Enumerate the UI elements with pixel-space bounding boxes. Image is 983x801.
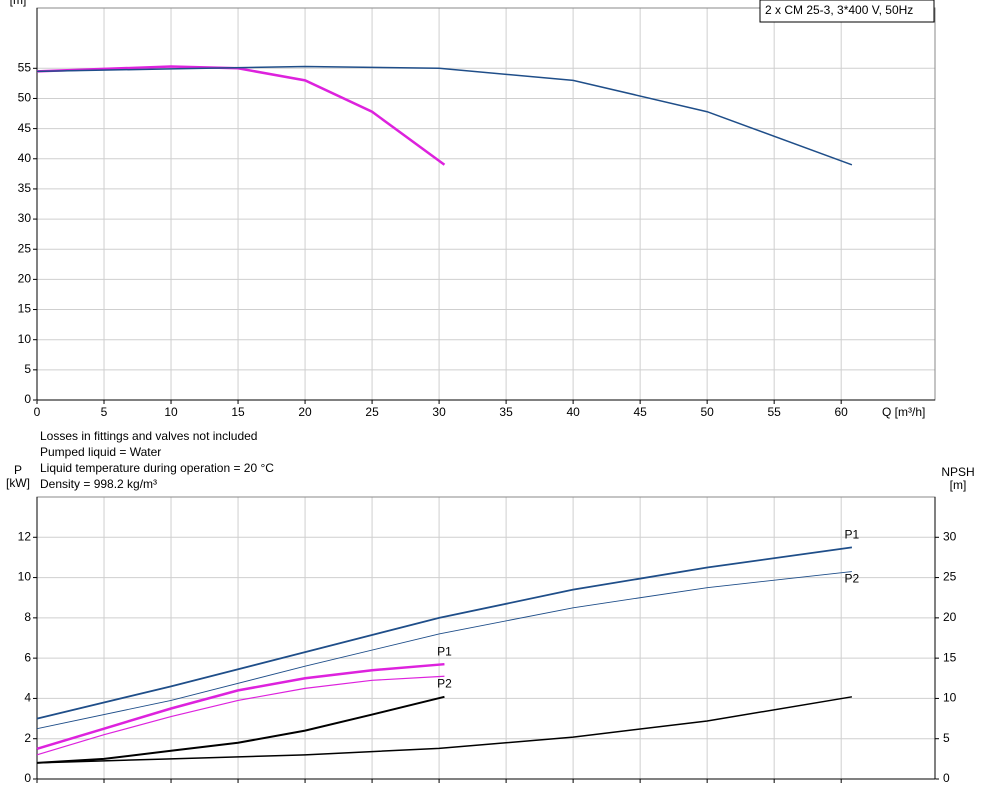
y-tick-label: 55 [18, 60, 32, 74]
y2-tick-label: 20 [943, 610, 957, 624]
series-line [36, 695, 445, 764]
series-label: P2 [845, 572, 860, 586]
x-tick-label: 5 [101, 405, 108, 419]
legend-box [759, 0, 935, 23]
y-axis-label: [m] [10, 0, 27, 7]
y2-tick-label: 0 [943, 771, 950, 785]
y2-tick-label: 15 [943, 650, 957, 664]
y-tick-label: 0 [24, 392, 31, 406]
series-line [36, 65, 446, 166]
annotation: Pumped liquid = Water [40, 445, 161, 459]
y-tick-label: 30 [18, 211, 32, 225]
x-tick-label: 35 [499, 405, 513, 419]
x-tick-label: 10 [164, 405, 178, 419]
y-tick-label: 0 [24, 771, 31, 785]
x-tick-label: 30 [432, 405, 446, 419]
y-tick-label: 12 [18, 529, 32, 543]
y2-tick-label: 10 [943, 691, 957, 705]
plot-frame [36, 496, 936, 780]
series-line [36, 696, 853, 764]
series-line [36, 546, 853, 720]
x-tick-label: 55 [767, 405, 781, 419]
y-tick-label: 5 [24, 362, 31, 376]
y-tick-label: 2 [24, 731, 31, 745]
y2-axis-label: [m] [950, 478, 967, 492]
series-label: P1 [437, 644, 452, 658]
annotation: Losses in fittings and valves not includ… [40, 429, 257, 443]
y-tick-label: 8 [24, 610, 31, 624]
series-label: P2 [437, 676, 452, 690]
y-tick-label: 6 [24, 650, 31, 664]
y-tick-label: 35 [18, 181, 32, 195]
x-axis-label: Q [m³/h] [882, 405, 925, 419]
y-axis-label: [kW] [6, 476, 30, 490]
x-tick-label: 40 [566, 405, 580, 419]
x-tick-label: 45 [633, 405, 647, 419]
y-tick-label: 4 [24, 691, 31, 705]
y2-axis-label: NPSH [941, 465, 974, 479]
annotation: Liquid temperature during operation = 20… [40, 461, 274, 475]
x-tick-label: 60 [834, 405, 848, 419]
x-tick-label: 15 [231, 405, 245, 419]
x-tick-label: 50 [700, 405, 714, 419]
series-label: P1 [845, 528, 860, 542]
y-tick-label: 20 [18, 272, 32, 286]
x-tick-label: 20 [298, 405, 312, 419]
y-tick-label: 15 [18, 302, 32, 316]
legend-title: 2 x CM 25-3, 3*400 V, 50Hz [765, 3, 913, 17]
series-line [36, 662, 445, 750]
x-tick-label: 25 [365, 405, 379, 419]
y-tick-label: 25 [18, 241, 32, 255]
series-line [36, 571, 852, 730]
x-tick-label: 0 [34, 405, 41, 419]
series-line [36, 675, 445, 756]
y-tick-label: 50 [18, 91, 32, 105]
y-tick-label: 10 [18, 570, 32, 584]
y2-tick-label: 25 [943, 570, 957, 584]
y-tick-label: 45 [18, 121, 32, 135]
y-axis-label: P [14, 463, 22, 477]
series-line [36, 65, 853, 166]
y-tick-label: 10 [18, 332, 32, 346]
y-tick-label: 40 [18, 151, 32, 165]
annotation: Density = 998.2 kg/m³ [40, 477, 157, 491]
y2-tick-label: 5 [943, 731, 950, 745]
y2-tick-label: 30 [943, 529, 957, 543]
